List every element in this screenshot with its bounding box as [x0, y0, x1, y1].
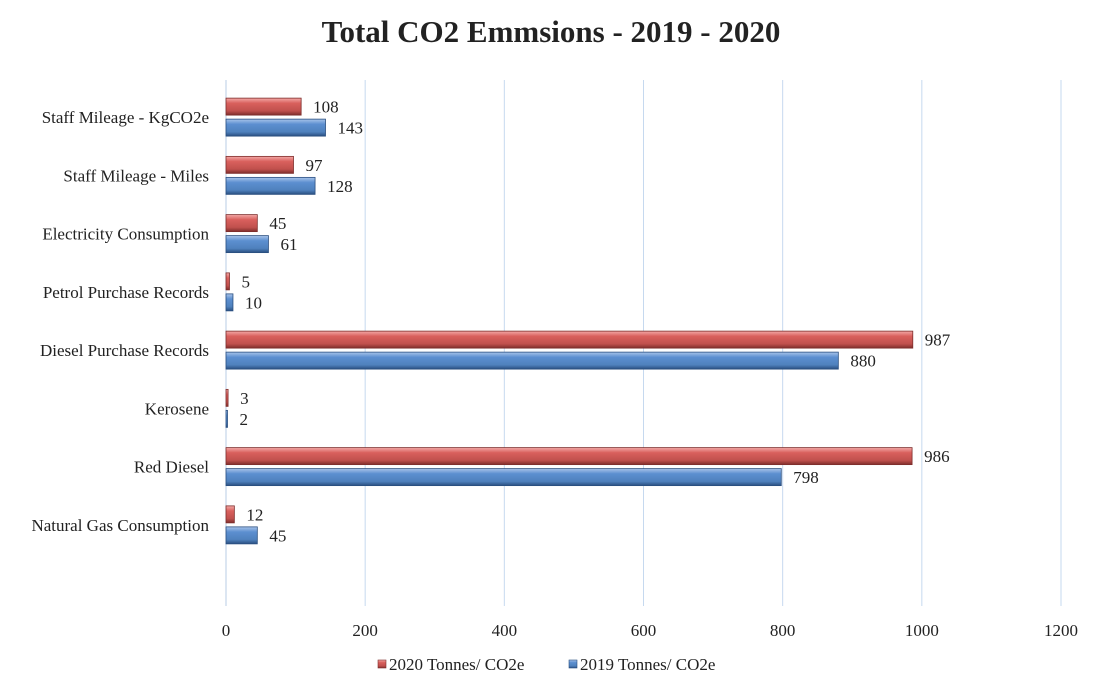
x-tick-label: 1000 — [905, 621, 939, 640]
data-label: 798 — [793, 468, 819, 487]
bar — [225, 272, 230, 291]
category-label: Natural Gas Consumption — [31, 516, 209, 535]
data-label: 128 — [327, 177, 353, 196]
data-label: 143 — [338, 119, 364, 138]
data-label: 61 — [280, 235, 297, 254]
category-label: Petrol Purchase Records — [43, 283, 209, 302]
x-tick-label: 600 — [631, 621, 657, 640]
data-label: 10 — [245, 293, 262, 312]
bar — [225, 176, 316, 195]
data-label: 3 — [240, 389, 249, 408]
data-label: 12 — [246, 505, 263, 524]
bar — [225, 330, 914, 349]
legend-swatch — [568, 659, 578, 669]
data-label: 45 — [269, 214, 286, 233]
bar — [225, 409, 228, 428]
category-label: Kerosene — [145, 399, 209, 418]
bar — [225, 388, 229, 407]
category-label: Red Diesel — [134, 458, 209, 477]
legend: 2020 Tonnes/ CO2e 2019 Tonnes/ CO2e — [377, 655, 715, 674]
data-label: 45 — [269, 526, 286, 545]
bar — [225, 447, 913, 466]
category-label: Diesel Purchase Records — [40, 341, 209, 360]
bar — [225, 235, 269, 254]
data-label: 97 — [305, 156, 323, 175]
data-label: 108 — [313, 98, 339, 117]
chart-title: Total CO2 Emmsions - 2019 - 2020 — [321, 14, 781, 49]
x-tick-label: 200 — [352, 621, 378, 640]
x-tick-label: 800 — [770, 621, 796, 640]
bar — [225, 351, 839, 370]
category-label: Staff Mileage - KgCO2e — [42, 108, 209, 127]
bars — [225, 97, 914, 545]
legend-label: 2020 Tonnes/ CO2e — [389, 655, 524, 674]
data-label: 986 — [924, 447, 950, 466]
bar — [225, 214, 258, 233]
category-label: Staff Mileage - Miles — [63, 166, 209, 185]
category-label: Electricity Consumption — [42, 225, 209, 244]
data-label: 880 — [850, 352, 876, 371]
data-label: 987 — [925, 331, 951, 350]
bar — [225, 118, 326, 137]
bar — [225, 468, 782, 487]
labels: 0 200 400 600 800 1000 1200 Staff Mileage - KgC… — [31, 98, 1078, 640]
data-label: 2 — [240, 410, 249, 429]
x-tick-label: 0 — [222, 621, 231, 640]
data-label: 5 — [241, 272, 250, 291]
legend-label: 2019 Tonnes/ CO2e — [580, 655, 715, 674]
bar — [225, 505, 235, 524]
x-tick-label: 1200 — [1044, 621, 1078, 640]
bar — [225, 526, 258, 545]
bar — [225, 155, 294, 174]
bar — [225, 97, 302, 116]
bar — [225, 293, 234, 312]
legend-swatch — [377, 659, 387, 669]
x-tick-label: 400 — [492, 621, 518, 640]
